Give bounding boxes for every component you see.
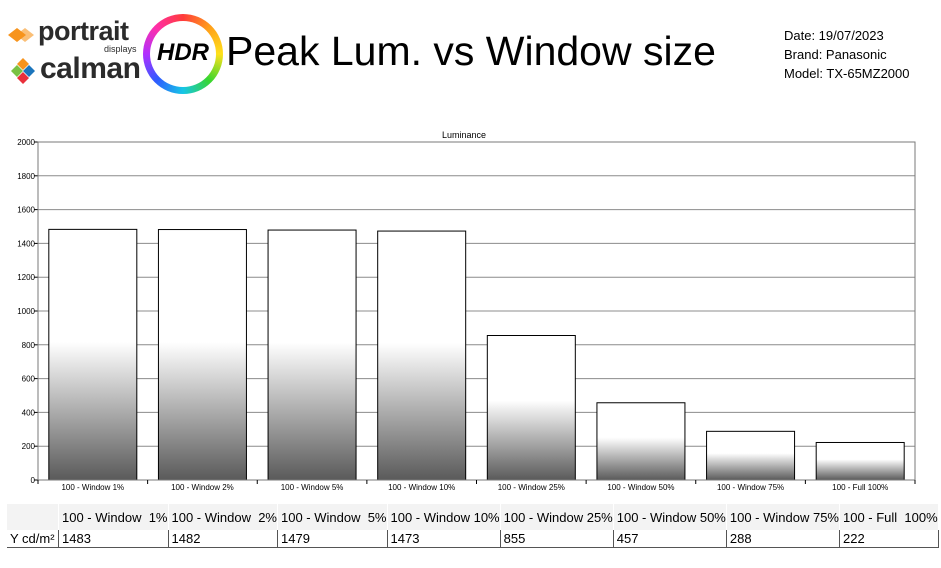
table-value-cell: 1483 bbox=[58, 530, 169, 548]
report-brand: Brand: Panasonic bbox=[784, 47, 887, 62]
table-header-cell: 100 - Window 5% bbox=[277, 504, 388, 530]
bar bbox=[486, 335, 576, 481]
y-tick-label: 800 bbox=[22, 341, 36, 350]
y-tick-label: 1200 bbox=[17, 273, 35, 282]
table-value-cell: 222 bbox=[839, 530, 939, 548]
bar bbox=[377, 230, 467, 481]
y-tick-label: 200 bbox=[22, 442, 36, 451]
values-table: 100 - Window 1% 100 - Window 2% 100 - Wind… bbox=[7, 504, 939, 548]
hdr-badge-logo: HDR bbox=[143, 14, 223, 94]
x-tick-label: 100 - Window 1% bbox=[61, 483, 124, 492]
table-header-cell: 100 - Full 100% bbox=[839, 504, 939, 530]
table-corner-cell bbox=[7, 504, 59, 530]
table-value-cell: 855 bbox=[500, 530, 614, 548]
bar bbox=[815, 441, 905, 481]
page-title: Peak Lum. vs Window size bbox=[226, 28, 716, 74]
table-header-cell: 100 - Window 25% bbox=[500, 504, 614, 530]
portrait-diamond-icon bbox=[8, 28, 34, 42]
x-tick-label: 100 - Window 2% bbox=[171, 483, 234, 492]
bar bbox=[267, 229, 357, 481]
y-tick-label: 400 bbox=[22, 408, 36, 417]
bar bbox=[706, 430, 796, 481]
bar bbox=[48, 228, 138, 481]
bar-layer bbox=[48, 228, 905, 481]
table-header-cell: 100 - Window 75% bbox=[726, 504, 841, 530]
y-tick-label: 1000 bbox=[17, 307, 35, 316]
report-model: Model: TX-65MZ2000 bbox=[784, 66, 910, 81]
x-tick-label: 100 - Full 100% bbox=[832, 483, 888, 492]
x-tick-label: 100 - Window 10% bbox=[388, 483, 455, 492]
table-row-label: Y cd/m² bbox=[7, 530, 59, 548]
portrait-displays-logo: portrait displays bbox=[8, 16, 148, 58]
calman-diamond-icon bbox=[11, 58, 35, 84]
report-meta: Date: 19/07/2023 Brand: Panasonic Model:… bbox=[784, 26, 910, 83]
x-tick-label: 100 - Window 50% bbox=[607, 483, 674, 492]
table-value-cell: 1482 bbox=[168, 530, 278, 548]
calman-wordmark: calman bbox=[40, 52, 141, 85]
portrait-wordmark: portrait bbox=[38, 16, 129, 46]
luminance-bar-chart: Luminance 0 200 400 600 800 1000 1200 1400 1600 1… bbox=[17, 130, 916, 492]
table-value-cell: 1479 bbox=[277, 530, 388, 548]
table-header-cell: 100 - Window 10% bbox=[387, 504, 501, 530]
bar bbox=[596, 402, 686, 481]
table-header-row: 100 - Window 1% 100 - Window 2% 100 - Wind… bbox=[7, 504, 939, 530]
chart-title: Luminance bbox=[442, 130, 486, 140]
table-value-cell: 1473 bbox=[387, 530, 501, 548]
x-tick-label: 100 - Window 5% bbox=[281, 483, 344, 492]
report-date: Date: 19/07/2023 bbox=[784, 28, 884, 43]
table-header-cell: 100 - Window 2% bbox=[168, 504, 278, 530]
x-tick-label: 100 - Window 75% bbox=[717, 483, 784, 492]
y-tick-label: 0 bbox=[31, 476, 36, 485]
y-tick-label: 1400 bbox=[17, 239, 35, 248]
y-tick-label: 600 bbox=[22, 375, 36, 384]
x-tick-label: 100 - Window 25% bbox=[498, 483, 565, 492]
hdr-badge-center bbox=[150, 21, 216, 87]
table-value-cell: 457 bbox=[613, 530, 727, 548]
table-value-cell: 288 bbox=[726, 530, 841, 548]
calman-logo: calman bbox=[8, 52, 148, 88]
table-value-row: Y cd/m² 1483 1482 1479 1473 855 457 288 222 bbox=[7, 530, 939, 548]
table-header-cell: 100 - Window 1% bbox=[58, 504, 169, 530]
table-header-cell: 100 - Window 50% bbox=[613, 504, 727, 530]
axis-layer: 0 200 400 600 800 1000 1200 1400 1600 1800 2000 100… bbox=[17, 138, 916, 492]
hdr-badge-text: HDR bbox=[157, 39, 209, 66]
y-tick-label: 2000 bbox=[17, 138, 35, 147]
portrait-sub-wordmark: displays bbox=[104, 44, 137, 54]
bar bbox=[157, 229, 247, 481]
y-tick-label: 1800 bbox=[17, 172, 35, 181]
y-tick-label: 1600 bbox=[17, 206, 35, 215]
